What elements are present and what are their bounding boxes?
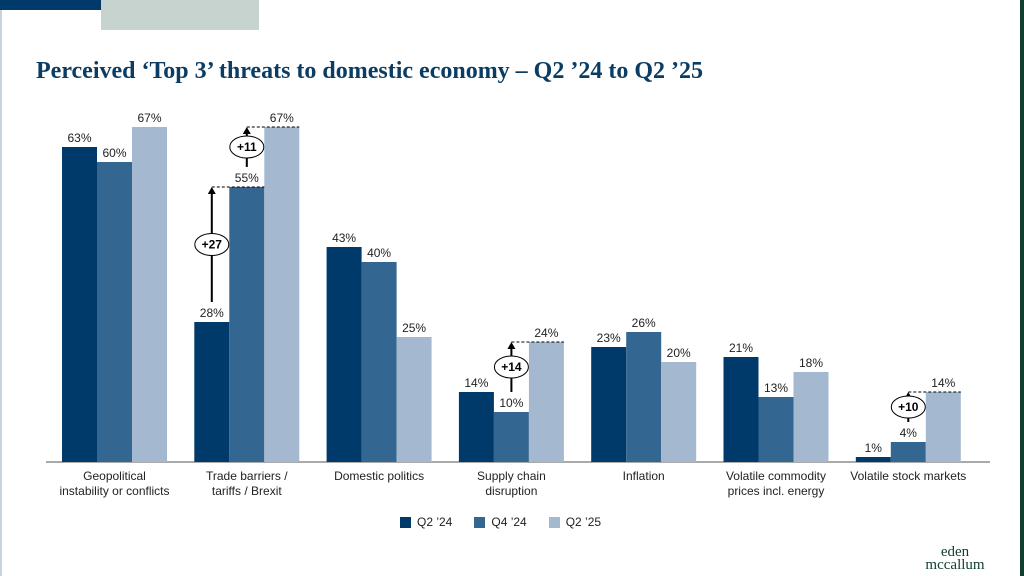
data-label: 25% <box>402 321 426 335</box>
change-label: +11 <box>237 140 257 154</box>
change-badge <box>890 395 926 419</box>
legend-label: Q4 ’24 <box>491 515 527 529</box>
data-label: 28% <box>200 306 224 320</box>
chart-legend: Q2 ’24 Q4 ’24 Q2 ’25 <box>400 515 601 529</box>
category-label: Volatile stock markets <box>850 469 966 483</box>
bar <box>264 127 300 462</box>
header-accent-light <box>101 0 259 30</box>
data-label: 24% <box>534 326 558 340</box>
data-label: 18% <box>799 356 823 370</box>
category-label: Inflation <box>623 469 665 483</box>
change-arrow-head <box>207 187 216 194</box>
change-badge <box>194 233 230 256</box>
data-label: 60% <box>102 146 126 160</box>
data-label: 21% <box>729 341 753 355</box>
category-label: Domestic politics <box>334 469 424 483</box>
bar <box>229 187 265 462</box>
legend-item: Q2 ’25 <box>548 515 602 529</box>
legend-item: Q2 ’24 <box>400 515 452 529</box>
eden-mccallum-logo: eden mccallum <box>910 544 1000 573</box>
category-label: disruption <box>485 484 537 498</box>
data-label: 1% <box>865 441 883 455</box>
data-label: 10% <box>499 396 523 410</box>
data-label: 63% <box>67 131 91 145</box>
bar <box>493 412 529 462</box>
change-badge <box>229 135 265 159</box>
change-badge <box>493 355 529 379</box>
data-label: 13% <box>764 381 788 395</box>
bar <box>326 247 362 462</box>
data-label: 43% <box>332 231 356 245</box>
category-label: Volatile commodity <box>726 469 826 483</box>
frame-right-border <box>1020 0 1024 576</box>
change-label: +10 <box>898 400 919 414</box>
bar <box>890 442 926 462</box>
frame-left-border <box>0 0 2 576</box>
bar <box>626 332 662 462</box>
data-label: 55% <box>235 171 259 185</box>
bar <box>132 127 167 462</box>
change-label: +14 <box>501 360 522 374</box>
bar <box>925 392 961 462</box>
change-label: +27 <box>202 238 223 252</box>
legend-swatch <box>548 516 560 528</box>
legend-swatch <box>400 516 411 528</box>
category-label: instability or conflicts <box>59 484 169 498</box>
category-label: tariffs / Brexit <box>212 484 282 498</box>
legend-label: Q2 ’25 <box>565 515 602 529</box>
bar <box>194 322 230 462</box>
bar <box>528 342 564 462</box>
logo-line-2: mccallum <box>925 557 985 573</box>
data-label: 20% <box>667 346 691 360</box>
chart-title: Perceived ‘Top 3’ threats to domestic ec… <box>36 58 703 84</box>
data-label: 67% <box>137 111 161 125</box>
category-label: prices incl. energy <box>728 484 825 498</box>
data-label: 40% <box>367 246 391 260</box>
category-label: Trade barriers / <box>206 469 288 483</box>
bar <box>723 357 759 462</box>
data-label: 67% <box>270 111 294 125</box>
bar <box>62 147 97 462</box>
bar <box>361 262 397 462</box>
change-arrow-head <box>242 127 251 134</box>
legend-label: Q2 ’24 <box>417 515 453 529</box>
category-label: Geopolitical <box>83 469 146 483</box>
data-label: 26% <box>632 316 656 330</box>
legend-swatch <box>474 516 486 528</box>
bar <box>458 392 494 462</box>
data-label: 14% <box>464 376 488 390</box>
bar <box>661 362 697 462</box>
bar <box>758 397 794 462</box>
bar <box>793 372 829 462</box>
category-label: Supply chain <box>477 469 546 483</box>
bar <box>97 162 132 462</box>
bar <box>591 347 627 462</box>
data-label: 4% <box>900 426 918 440</box>
legend-item: Q4 ’24 <box>474 515 527 529</box>
header-accent-dark <box>0 0 188 10</box>
change-arrow-head <box>507 342 516 349</box>
logo-line-1: eden <box>940 544 970 560</box>
data-label: 23% <box>597 331 621 345</box>
bar <box>396 337 432 462</box>
data-label: 14% <box>931 376 955 390</box>
bar <box>855 457 891 462</box>
